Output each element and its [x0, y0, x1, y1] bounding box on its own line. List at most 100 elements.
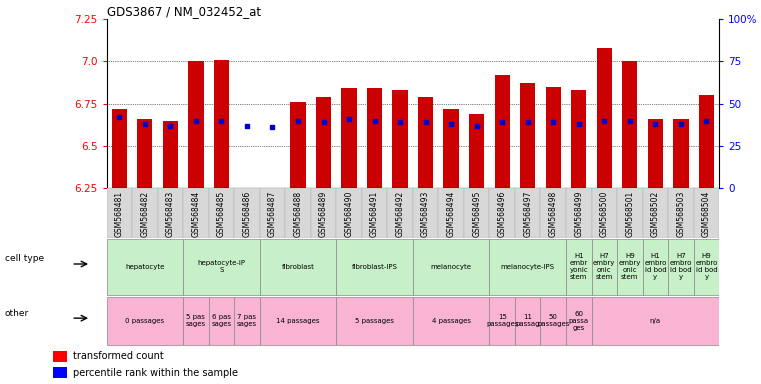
Text: 6 pas
sages: 6 pas sages: [212, 314, 231, 327]
Bar: [673, 119, 689, 188]
Bar: [291, 102, 306, 188]
Text: H7
embro
id bod
y: H7 embro id bod y: [670, 253, 692, 280]
Bar: [412, 239, 489, 295]
Text: percentile rank within the sample: percentile rank within the sample: [73, 368, 238, 378]
Bar: [107, 297, 183, 344]
Text: GSM568494: GSM568494: [447, 191, 456, 237]
Bar: [336, 188, 361, 238]
Bar: [310, 188, 336, 238]
Text: GSM568488: GSM568488: [294, 191, 302, 237]
Text: GSM568482: GSM568482: [140, 191, 149, 237]
Text: GSM568490: GSM568490: [345, 191, 354, 237]
Text: melanocyte: melanocyte: [431, 264, 472, 270]
Text: GSM568496: GSM568496: [498, 191, 507, 237]
Text: GSM568487: GSM568487: [268, 191, 277, 237]
Text: H1
embr
yonic
stem: H1 embr yonic stem: [569, 253, 588, 280]
Bar: [183, 297, 209, 344]
Text: GSM568495: GSM568495: [472, 191, 481, 237]
Bar: [438, 188, 464, 238]
Text: GSM568484: GSM568484: [191, 191, 200, 237]
Bar: [53, 351, 67, 362]
Text: GSM568483: GSM568483: [166, 191, 175, 237]
Text: 4 passages: 4 passages: [431, 318, 470, 324]
Bar: [183, 188, 209, 238]
Bar: [540, 188, 566, 238]
Text: GSM568499: GSM568499: [575, 191, 583, 237]
Bar: [412, 188, 438, 238]
Bar: [183, 239, 260, 295]
Bar: [444, 109, 459, 188]
Text: 0 passages: 0 passages: [126, 318, 164, 324]
Bar: [495, 75, 510, 188]
Text: GSM568503: GSM568503: [677, 191, 686, 237]
Bar: [260, 239, 336, 295]
Bar: [214, 60, 229, 188]
Text: fibroblast-IPS: fibroblast-IPS: [352, 264, 397, 270]
Bar: [234, 188, 260, 238]
Text: GSM568501: GSM568501: [626, 191, 635, 237]
Bar: [489, 297, 515, 344]
Text: H9
embro
id bod
y: H9 embro id bod y: [696, 253, 718, 280]
Bar: [617, 239, 642, 295]
Text: GSM568497: GSM568497: [524, 191, 532, 237]
Bar: [699, 95, 714, 188]
Bar: [566, 239, 591, 295]
Bar: [163, 121, 178, 188]
Text: H7
embry
onic
stem: H7 embry onic stem: [593, 253, 616, 280]
Bar: [209, 188, 234, 238]
Bar: [571, 90, 587, 188]
Text: other: other: [5, 309, 29, 318]
Bar: [342, 88, 357, 188]
Bar: [132, 188, 158, 238]
Text: GSM568498: GSM568498: [549, 191, 558, 237]
Bar: [540, 297, 566, 344]
Bar: [336, 297, 413, 344]
Text: 14 passages: 14 passages: [276, 318, 320, 324]
Text: GSM568489: GSM568489: [319, 191, 328, 237]
Bar: [265, 188, 280, 190]
Bar: [515, 188, 540, 238]
Text: fibroblast: fibroblast: [282, 264, 314, 270]
Bar: [361, 188, 387, 238]
Bar: [668, 188, 693, 238]
Bar: [648, 119, 663, 188]
Bar: [316, 97, 331, 188]
Bar: [112, 109, 127, 188]
Bar: [693, 188, 719, 238]
Bar: [489, 188, 515, 238]
Bar: [469, 114, 484, 188]
Bar: [566, 297, 591, 344]
Bar: [591, 297, 719, 344]
Text: GSM568492: GSM568492: [396, 191, 405, 237]
Bar: [137, 119, 152, 188]
Bar: [387, 188, 412, 238]
Text: hepatocyte: hepatocyte: [125, 264, 164, 270]
Text: 50
passages: 50 passages: [537, 314, 569, 327]
Bar: [489, 239, 566, 295]
Text: H9
embry
onic
stem: H9 embry onic stem: [619, 253, 641, 280]
Text: 15
passages: 15 passages: [486, 314, 518, 327]
Bar: [336, 239, 413, 295]
Bar: [107, 188, 132, 238]
Bar: [520, 83, 536, 188]
Bar: [591, 188, 617, 238]
Bar: [260, 297, 336, 344]
Text: GSM568502: GSM568502: [651, 191, 660, 237]
Bar: [617, 188, 642, 238]
Bar: [668, 239, 693, 295]
Text: GSM568486: GSM568486: [243, 191, 251, 237]
Bar: [158, 188, 183, 238]
Text: 7 pas
sages: 7 pas sages: [237, 314, 257, 327]
Text: hepatocyte-iP
S: hepatocyte-iP S: [197, 260, 245, 273]
Bar: [642, 188, 668, 238]
Bar: [418, 97, 433, 188]
Bar: [260, 188, 285, 238]
Text: GDS3867 / NM_032452_at: GDS3867 / NM_032452_at: [107, 5, 261, 18]
Bar: [597, 48, 612, 188]
Text: 5 pas
sages: 5 pas sages: [186, 314, 206, 327]
Bar: [546, 87, 561, 188]
Bar: [515, 297, 540, 344]
Bar: [209, 297, 234, 344]
Bar: [591, 239, 617, 295]
Bar: [107, 239, 183, 295]
